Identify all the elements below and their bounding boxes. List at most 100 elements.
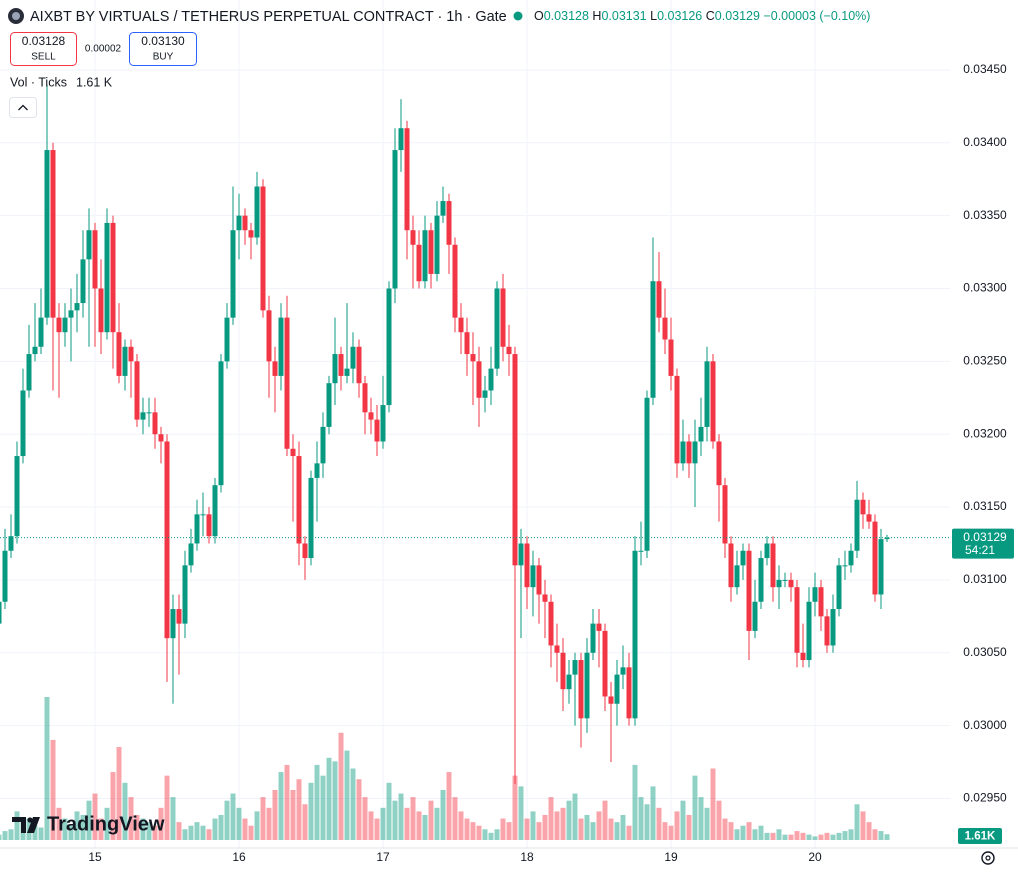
volume-bar — [536, 822, 542, 840]
candle-body — [716, 441, 722, 486]
candle-body — [764, 543, 770, 559]
candle-body — [230, 230, 236, 318]
volume-bar — [746, 822, 752, 840]
candle-body — [776, 579, 782, 588]
volume-bar — [572, 793, 578, 840]
candle-body — [98, 288, 104, 333]
volume-bar — [632, 764, 638, 840]
ohlc-value: 0.03129 — [715, 9, 760, 23]
buy-label: BUY — [153, 52, 174, 63]
candle-body — [242, 215, 248, 231]
volume-bar — [146, 822, 152, 840]
x-tick-label: 15 — [88, 850, 102, 864]
candle-body — [848, 550, 854, 566]
candle-body — [140, 412, 146, 420]
candle-body — [320, 426, 326, 464]
volume-bar — [824, 832, 830, 840]
volume-bar — [116, 747, 122, 840]
volume-bar — [560, 807, 566, 840]
candle-body — [638, 550, 644, 552]
volume-bar — [428, 800, 434, 840]
candle-body — [332, 354, 338, 384]
volume-bar — [110, 772, 116, 840]
volume-bar — [212, 818, 218, 840]
candle-body — [854, 499, 860, 551]
volume-bar — [704, 807, 710, 840]
volume-bar — [452, 797, 458, 840]
candle-body — [374, 419, 380, 442]
volume-bar — [578, 818, 584, 840]
candle-body — [680, 441, 686, 464]
last-price-label: 0.03129 — [963, 530, 1007, 544]
collapse-icon — [18, 104, 28, 111]
collapse-button[interactable] — [9, 97, 37, 118]
volume-tag — [958, 828, 1002, 844]
buy-button[interactable] — [129, 32, 197, 66]
candle-body — [440, 201, 446, 216]
volume-bar — [596, 811, 602, 840]
volume-bar — [272, 789, 278, 840]
volume-bar — [254, 811, 260, 840]
volume-bar — [866, 822, 872, 840]
sell-button[interactable] — [10, 32, 77, 66]
candle-body — [152, 412, 158, 435]
candle-body — [668, 339, 674, 376]
candle-body — [212, 485, 218, 537]
volume-bar — [512, 775, 518, 840]
candle-body — [146, 412, 152, 414]
candle-body — [818, 587, 824, 617]
candle-body — [398, 128, 404, 151]
volume-bar — [476, 825, 482, 840]
x-tick-label: 16 — [232, 850, 246, 864]
candle-body — [38, 317, 44, 347]
candle-body — [692, 441, 698, 464]
volume-bar — [770, 832, 776, 840]
volume-bar — [686, 814, 692, 840]
volume-bar — [554, 811, 560, 840]
volume-bar — [374, 818, 380, 840]
volume-bar — [530, 811, 536, 840]
candle-body — [296, 456, 302, 544]
volume-bar — [92, 793, 98, 840]
candle-body — [434, 215, 440, 274]
volume-bar — [356, 779, 362, 840]
candle-body — [200, 514, 206, 516]
candle-body — [488, 368, 494, 391]
volume-bar — [818, 834, 824, 840]
volume-bar — [230, 793, 236, 840]
ohlc-letter: C — [706, 9, 715, 23]
volume-bar — [302, 804, 308, 840]
candle-body — [518, 543, 524, 566]
volume-bar — [68, 825, 74, 840]
y-tick-label: 0.03050 — [963, 645, 1007, 659]
x-tick-label: 20 — [808, 850, 822, 864]
candle-body — [578, 660, 584, 719]
candle-body — [224, 317, 230, 362]
candle-body — [464, 332, 470, 355]
volume-bar — [152, 825, 158, 840]
candle-body — [698, 426, 704, 442]
volume-bar — [644, 804, 650, 840]
volume-bar — [266, 807, 272, 840]
volume-bar — [326, 757, 332, 840]
ohlc-legend: O0.03128 H0.03131 L0.03126 C0.03129 −0.0… — [534, 9, 870, 23]
volume-bar — [188, 825, 194, 840]
volume-bar — [50, 739, 56, 840]
candle-body — [80, 259, 86, 304]
volume-bar — [248, 825, 254, 840]
settings-icon[interactable] — [981, 851, 995, 865]
candle-body — [740, 550, 746, 566]
logo-shape — [27, 817, 40, 833]
volume-bar — [200, 825, 206, 840]
volume-bar — [620, 814, 626, 840]
volume-bar — [698, 797, 704, 840]
chart-title: AIXBT BY VIRTUALS / TETHERUS PERPETUAL C… — [30, 9, 507, 25]
candle-body — [554, 645, 560, 653]
volume-bar — [278, 772, 284, 840]
candle-body — [338, 354, 344, 376]
volume-bar — [260, 797, 266, 840]
volume-bar — [104, 807, 110, 840]
sell-label: SELL — [31, 52, 56, 63]
last-price-tag — [952, 528, 1014, 559]
volume-bar — [566, 800, 572, 840]
